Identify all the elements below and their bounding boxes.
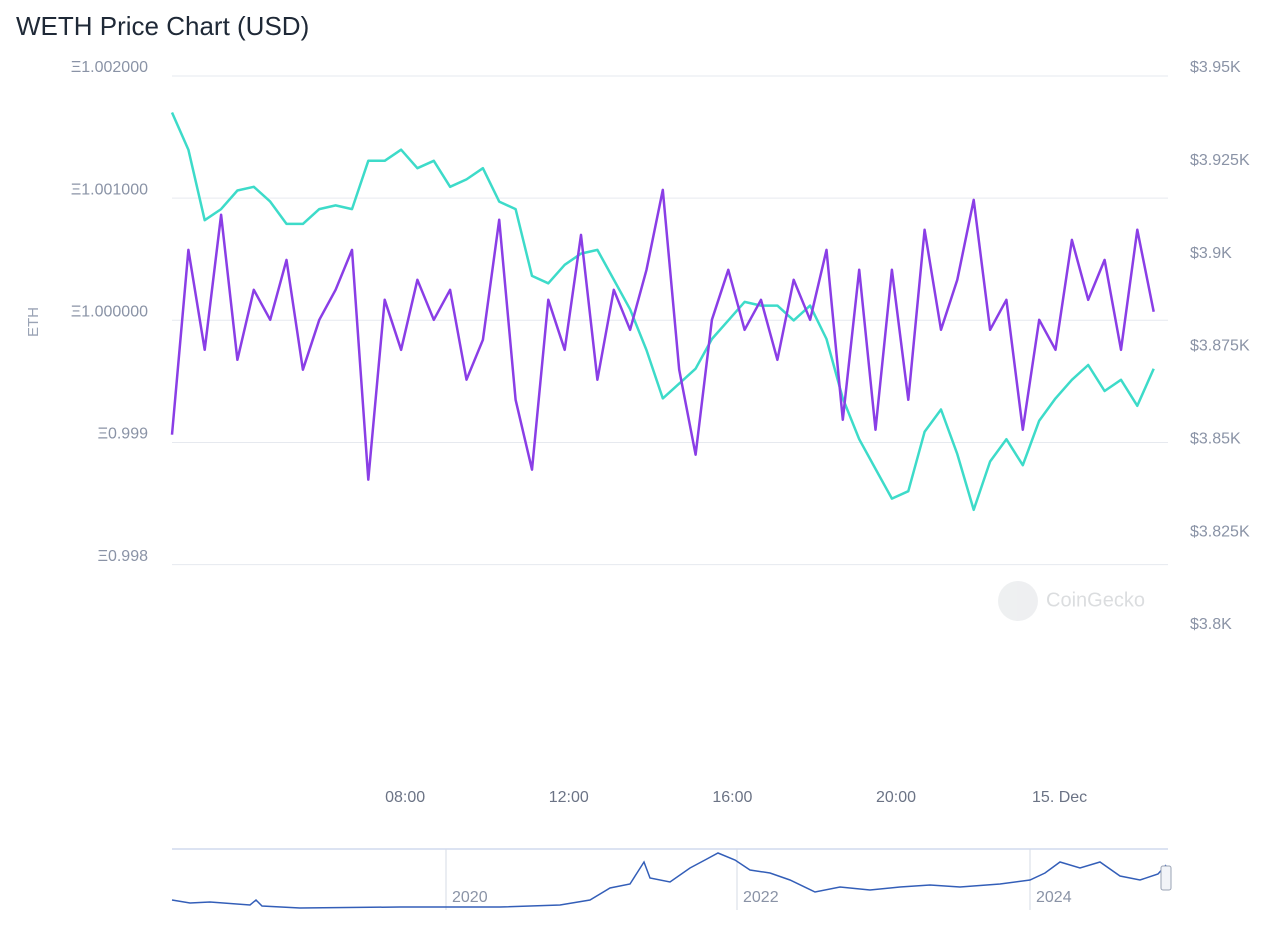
watermark-text: CoinGecko	[1046, 589, 1145, 611]
y-axis-title: ETH	[25, 307, 42, 337]
watermark-logo	[998, 581, 1038, 621]
y-tick-label: Ξ1.002000	[71, 59, 148, 76]
y2-tick-label: $3.875K	[1190, 338, 1250, 355]
navigator: 2020 2022 2024	[171, 848, 1172, 910]
x-tick-label: 15. Dec	[1032, 789, 1087, 806]
x-tick-label: 20:00	[876, 789, 916, 806]
series-line	[170, 188, 1155, 481]
navigator-handle[interactable]	[1160, 865, 1172, 891]
x-tick-label: 16:00	[712, 789, 752, 806]
navigator-line	[171, 852, 1167, 909]
navigator-label: 2024	[1036, 889, 1072, 906]
y2-tick-label: $3.95K	[1190, 59, 1241, 76]
chart-title: WETH Price Chart (USD)	[16, 11, 309, 41]
y-tick-label: Ξ1.001000	[71, 181, 148, 198]
series-line	[170, 111, 1155, 512]
y2-tick-label: $3.8K	[1190, 616, 1232, 633]
y2-tick-label: $3.925K	[1190, 152, 1250, 169]
navigator-label: 2022	[743, 889, 779, 906]
x-tick-label: 12:00	[549, 789, 589, 806]
y2-tick-label: $3.825K	[1190, 523, 1250, 540]
watermark: CoinGecko	[998, 581, 1145, 621]
y-tick-label: Ξ0.998	[98, 548, 149, 565]
navigator-label: 2020	[452, 889, 488, 906]
x-tick-label: 08:00	[385, 789, 425, 806]
y2-tick-label: $3.9K	[1190, 245, 1232, 262]
y-tick-label: Ξ0.999	[98, 426, 149, 443]
y-tick-label: Ξ1.000000	[71, 304, 148, 321]
y2-tick-label: $3.85K	[1190, 430, 1241, 447]
